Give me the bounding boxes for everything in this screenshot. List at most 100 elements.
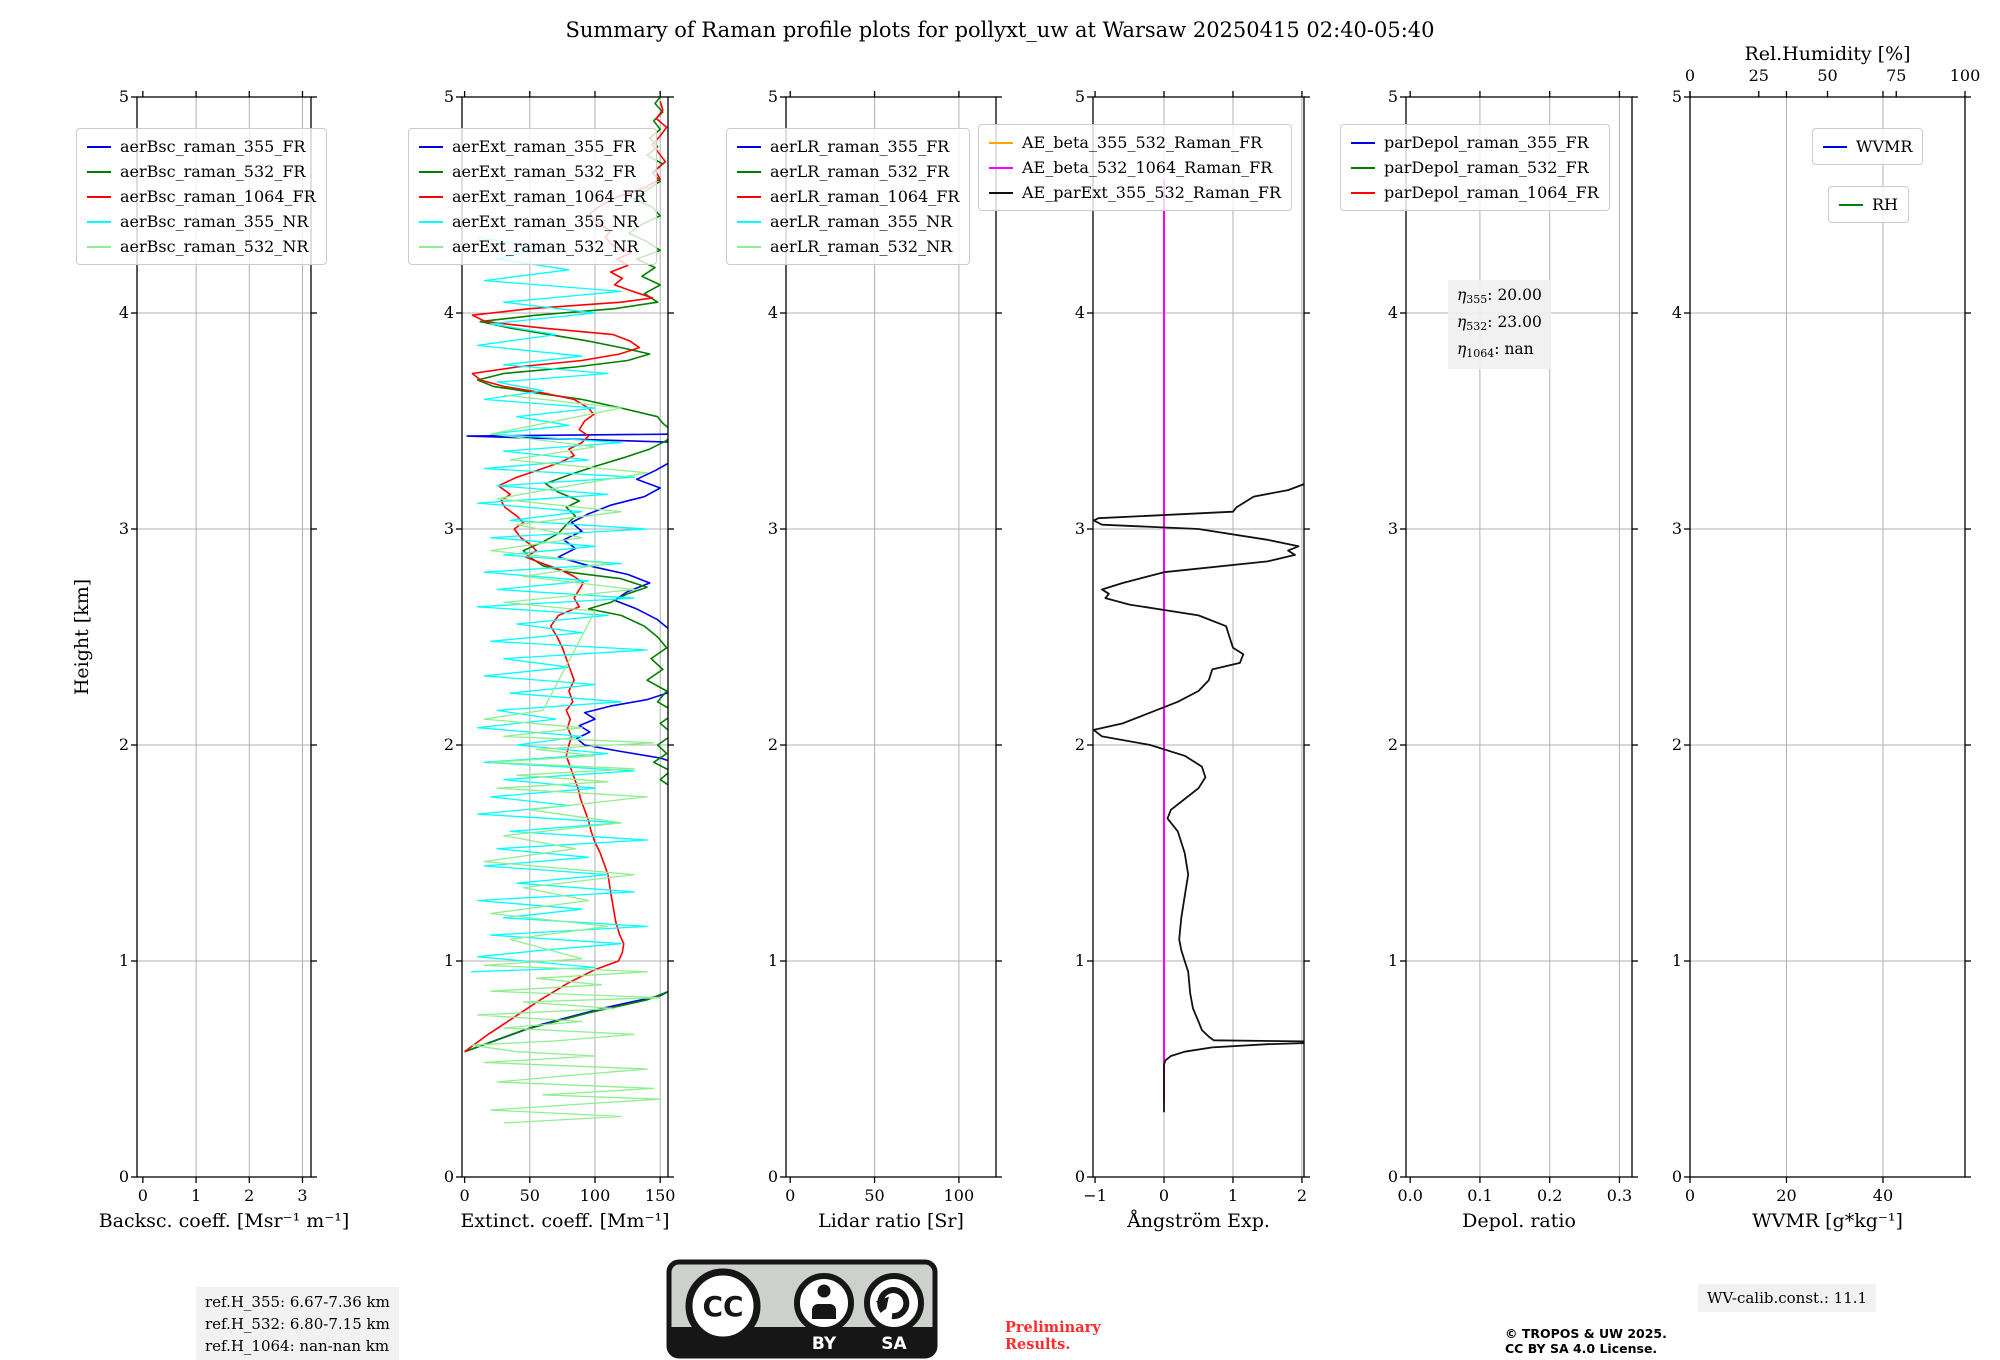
preliminary-line-1: Preliminary [1005, 1319, 1101, 1336]
legend-label: parDepol_raman_532_FR [1384, 158, 1589, 177]
tick-label: 4 [1074, 303, 1085, 322]
tick-label: 0.1 [1467, 1186, 1493, 1205]
legend-wvmr: WVMR [1812, 128, 1924, 165]
line-swatch [989, 141, 1013, 144]
tick-label: 0 [1387, 1167, 1398, 1186]
legend-extinction: aerExt_raman_355_FR aerExt_raman_532_FR … [408, 128, 657, 265]
tick-label: 1 [190, 1186, 202, 1205]
line-swatch [737, 220, 761, 223]
by-label: BY [812, 1334, 837, 1354]
legend-item: parDepol_raman_355_FR [1351, 130, 1599, 155]
tick-label: 40 [1872, 1186, 1894, 1205]
legend-item: AE_parExt_355_532_Raman_FR [989, 180, 1281, 205]
tick-label: 150 [644, 1186, 676, 1205]
tick-label: 3 [297, 1186, 308, 1205]
ref-height-355: ref.H_355: 6.67-7.36 km [205, 1293, 390, 1311]
tick-label: 100 [579, 1186, 611, 1205]
line-swatch [87, 220, 111, 223]
legend-label: aerExt_raman_1064_FR [452, 187, 646, 206]
eta-value: : 23.00 [1487, 313, 1542, 331]
tick-label: 5 [1074, 87, 1085, 106]
tick-label: 0 [1158, 1186, 1170, 1205]
tick-label: 4 [767, 303, 778, 322]
line-swatch [87, 245, 111, 248]
line-swatch [419, 195, 443, 198]
tick-label: 0 [767, 1167, 778, 1186]
x-axis-label-lidar-ratio: Lidar ratio [Sr] [818, 1210, 964, 1232]
legend-label: AE_parExt_355_532_Raman_FR [1022, 183, 1281, 202]
eta-subscript: 355 [1466, 293, 1488, 306]
legend-item: WVMR [1823, 134, 1912, 159]
tick-label: 3 [767, 519, 778, 538]
line-swatch [419, 145, 443, 148]
plot-area-wvmr [1690, 97, 1965, 1177]
eta-value: : nan [1494, 340, 1534, 358]
legend-item: aerExt_raman_532_FR [419, 159, 646, 184]
eta-value: : 20.00 [1487, 286, 1542, 304]
legend-item: parDepol_raman_532_FR [1351, 155, 1599, 180]
eta-annotation-box: η355: 20.00 η532: 23.00 η1064: nan [1448, 280, 1551, 369]
tick-label: 0 [459, 1186, 470, 1205]
legend-depol: parDepol_raman_355_FR parDepol_raman_532… [1340, 124, 1610, 211]
eta-symbol: η [1457, 340, 1467, 358]
line-swatch [737, 170, 761, 173]
ref-height-532: ref.H_532: 6.80-7.15 km [205, 1315, 390, 1333]
tick-label: 4 [118, 303, 129, 322]
tick-label: 3 [1671, 519, 1682, 538]
legend-item: aerBsc_raman_1064_FR [87, 184, 316, 209]
top-axis-label-rel-humidity: Rel.Humidity [%] [1744, 43, 1911, 65]
panel-extinction: Extinct. coeff. [Mm⁻¹] 0 50 100 150 0 1 2 3 4 5 [444, 87, 676, 1232]
legend-item: aerExt_raman_355_NR [419, 209, 646, 234]
tick-label: 50 [1817, 66, 1838, 85]
line-swatch [989, 191, 1013, 194]
legend-item: aerLR_raman_1064_FR [737, 184, 959, 209]
attribution-person-icon [794, 1273, 854, 1333]
tick-label: 50 [519, 1186, 540, 1205]
tick-label: 0 [1074, 1167, 1085, 1186]
svg-text:CC: CC [702, 1290, 743, 1323]
legend-label: aerBsc_raman_532_FR [120, 162, 306, 181]
legend-item: aerBsc_raman_532_NR [87, 234, 316, 259]
line-swatch [737, 245, 761, 248]
legend-item: aerLR_raman_355_FR [737, 134, 959, 159]
tick-label: 0.3 [1606, 1186, 1633, 1205]
tick-label: 3 [443, 519, 454, 538]
tick-label: 0 [1684, 1186, 1696, 1205]
tick-label: 2 [1296, 1186, 1308, 1205]
x-axis-label-angstrom: Ångström Exp. [1127, 1210, 1270, 1232]
legend-label: parDepol_raman_355_FR [1384, 133, 1589, 152]
legend-label: WVMR [1856, 137, 1913, 156]
tick-label: 5 [443, 87, 454, 106]
line-swatch [989, 166, 1013, 169]
line-swatch [1351, 141, 1375, 144]
legend-rh: RH [1828, 186, 1909, 223]
copyright-line-2: CC BY SA 4.0 License. [1505, 1341, 1658, 1356]
tick-label: 0.2 [1536, 1186, 1563, 1205]
tick-label: 1 [767, 951, 778, 970]
tick-label: 0 [1671, 1167, 1682, 1186]
eta-subscript: 532 [1466, 320, 1488, 333]
tick-label: 2 [244, 1186, 255, 1205]
legend-lidar-ratio: aerLR_raman_355_FR aerLR_raman_532_FR ae… [726, 128, 971, 265]
tick-label: 5 [767, 87, 778, 106]
tick-label: 5 [1671, 87, 1682, 106]
tick-label: 75 [1886, 66, 1907, 85]
line-swatch [737, 195, 761, 198]
line-swatch [87, 170, 111, 173]
tick-label: 1 [1671, 951, 1682, 970]
legend-item: aerLR_raman_355_NR [737, 209, 959, 234]
line-swatch [87, 145, 111, 148]
tick-label: −1 [1083, 1186, 1107, 1205]
tick-label: 1 [443, 951, 454, 970]
legend-label: aerExt_raman_532_NR [452, 237, 639, 256]
eta-355-row: η355: 20.00 [1457, 284, 1542, 311]
legend-label: aerLR_raman_355_FR [770, 137, 950, 156]
legend-item: aerBsc_raman_355_FR [87, 134, 316, 159]
tick-label: 1 [1074, 951, 1085, 970]
x-axis-label-backscatter: Backsc. coeff. [Msr⁻¹ m⁻¹] [98, 1210, 350, 1232]
line-swatch [419, 245, 443, 248]
legend-item: AE_beta_532_1064_Raman_FR [989, 155, 1281, 180]
sa-label: SA [881, 1334, 907, 1354]
line-swatch [737, 145, 761, 148]
tick-label: 2 [1387, 735, 1398, 754]
